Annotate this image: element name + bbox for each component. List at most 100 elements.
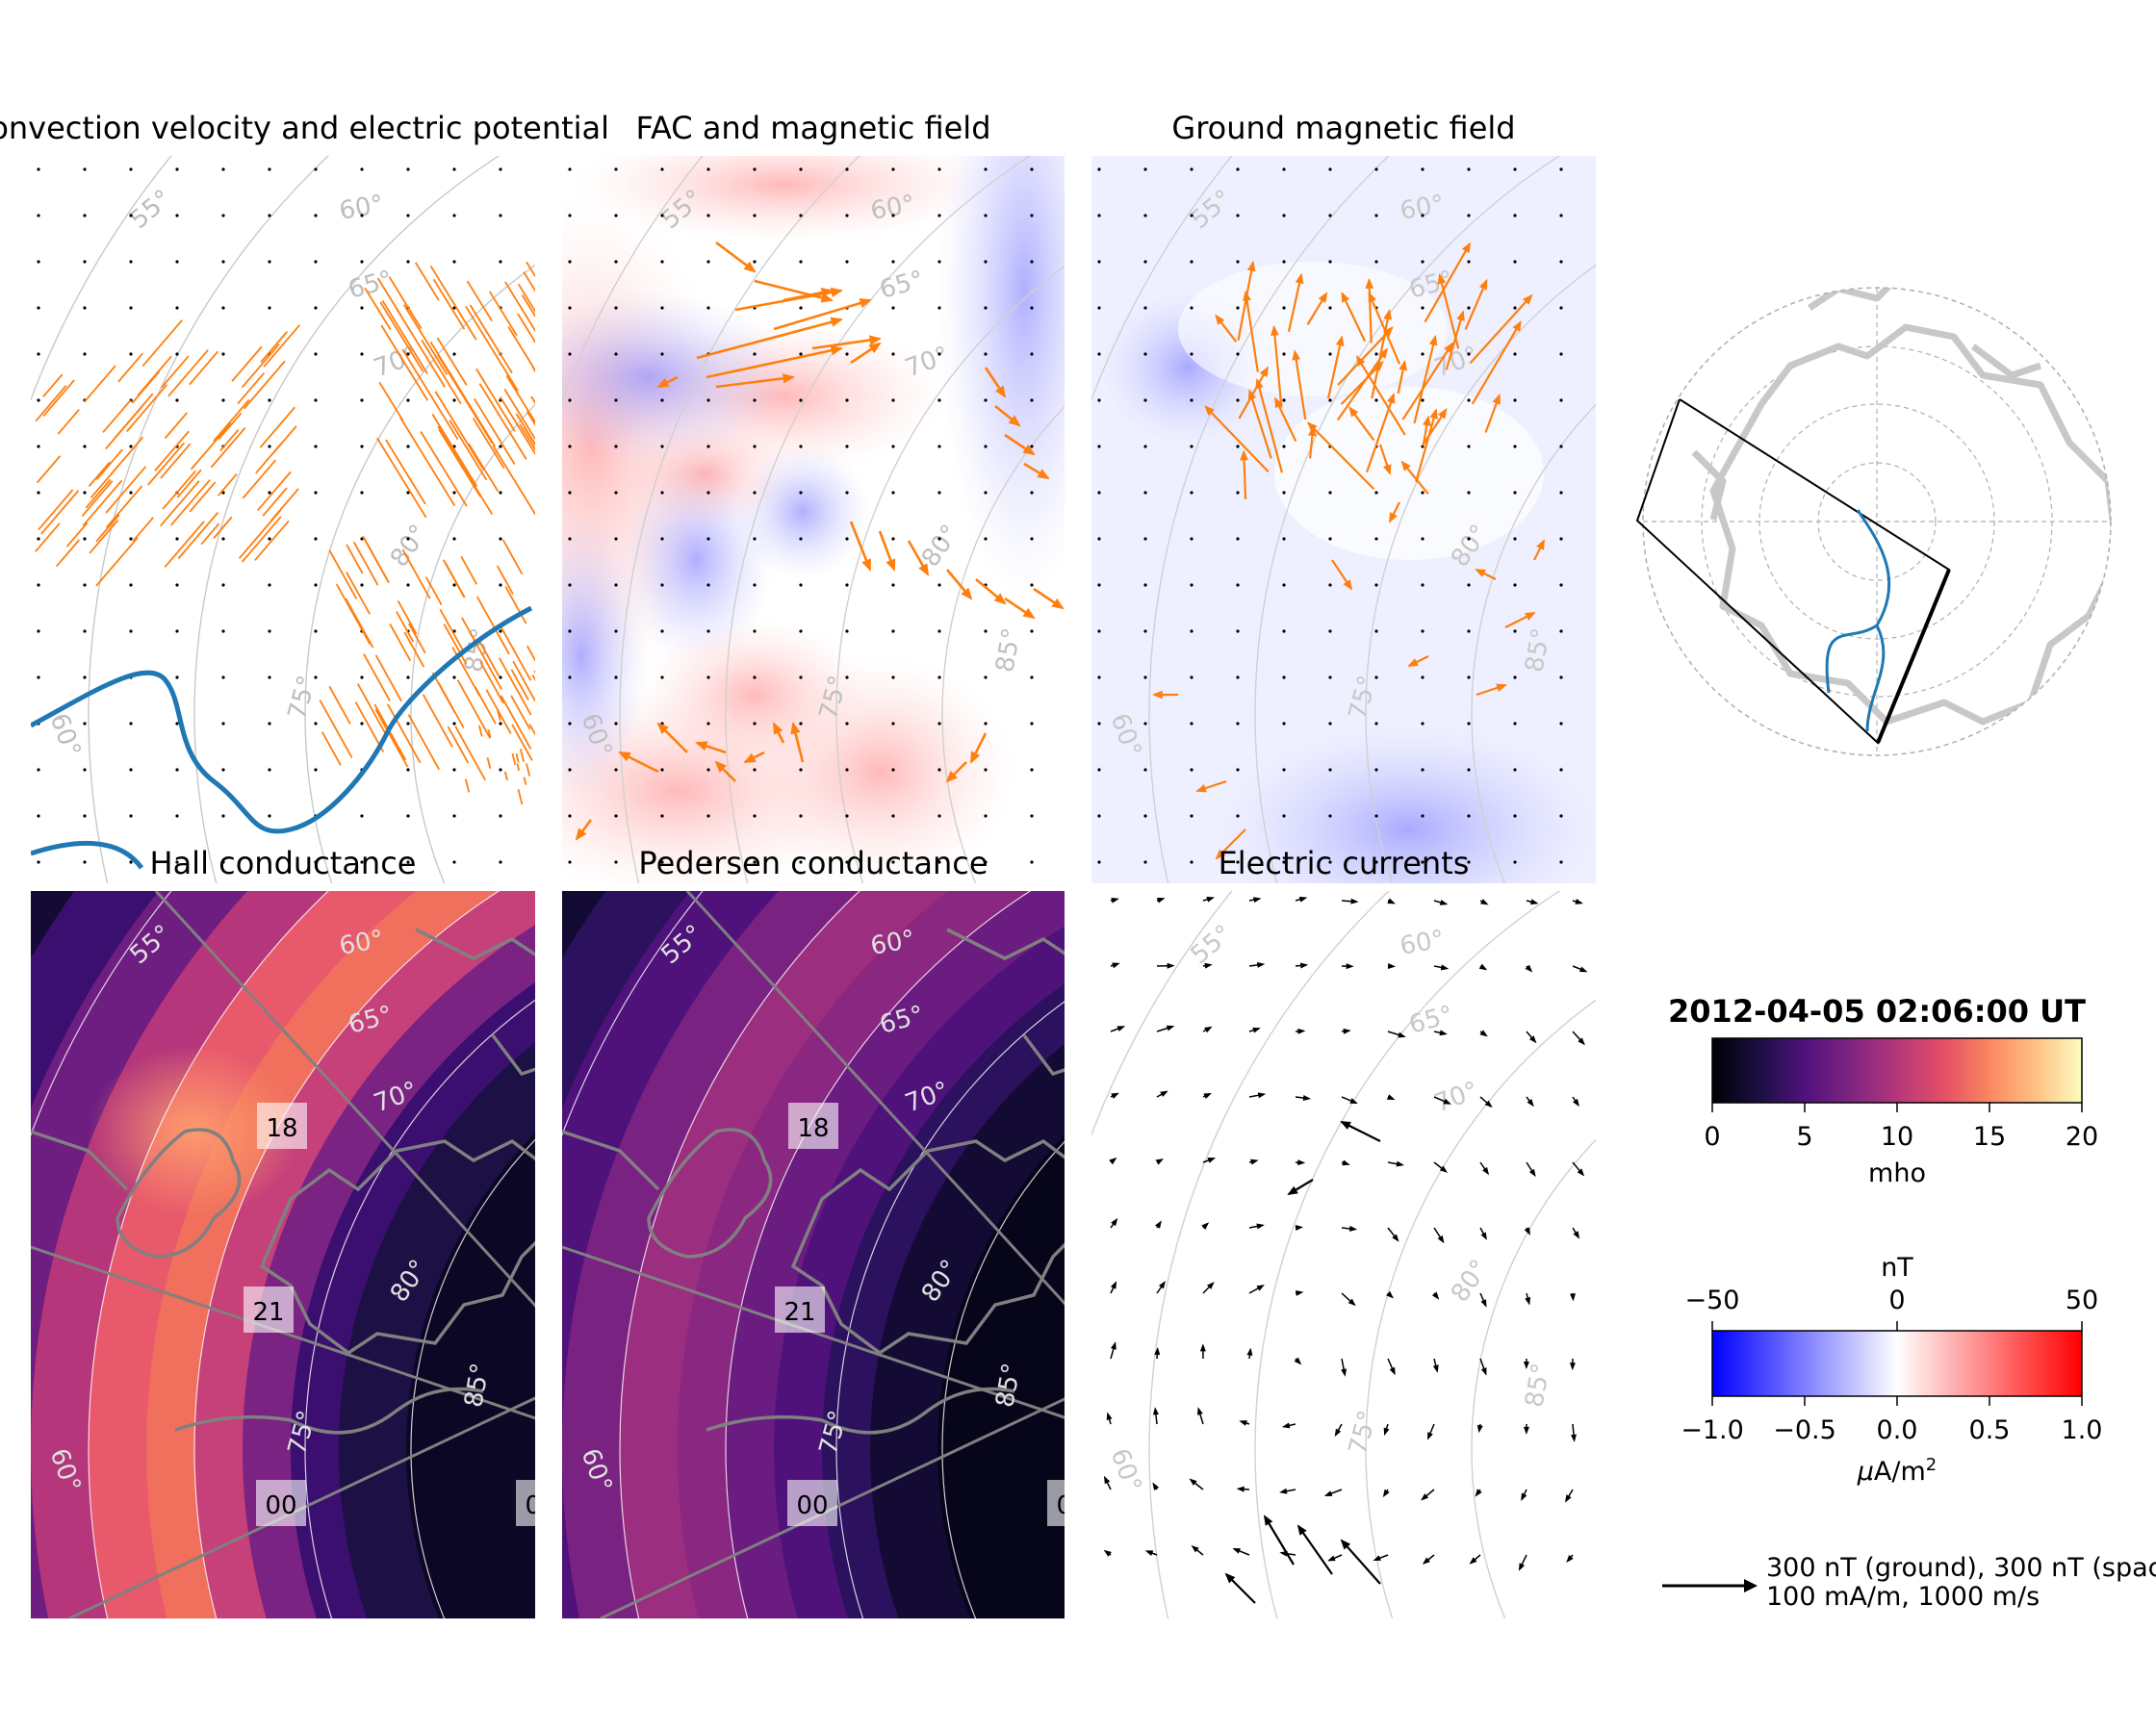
velocity-vector [496, 708, 501, 722]
colorbar-tick-label: 5 [1796, 1122, 1812, 1152]
velocity-vector [259, 406, 295, 448]
velocity-vector [466, 280, 493, 322]
grid-dot [614, 445, 618, 448]
grid-dot [175, 214, 179, 217]
grid-dot [1328, 398, 1332, 402]
grid-dot [614, 491, 618, 495]
grid-dot [406, 167, 410, 171]
grid-dot [452, 583, 456, 587]
velocity-vector [379, 301, 424, 372]
velocity-vector [319, 700, 353, 758]
current-vector-head [1432, 1364, 1439, 1373]
grid-dot [1513, 675, 1517, 679]
legend-arrow-head [1744, 1579, 1758, 1592]
grid-dot [1374, 722, 1378, 726]
conductance-contour [937, 1134, 1065, 1618]
current-vector-head [1111, 1217, 1118, 1227]
grid-dot [984, 398, 988, 402]
latitude-circle [304, 264, 535, 883]
velocity-vector [270, 488, 299, 522]
grid-dot [753, 537, 757, 541]
grid-dot [1143, 167, 1147, 171]
velocity-vector [40, 490, 80, 535]
current-vector-head [1389, 1366, 1396, 1376]
grid-dot [660, 583, 664, 587]
grid-dot [660, 167, 664, 171]
colorbar-bottom-tick-label: 0.0 [1877, 1415, 1918, 1445]
magnetic-vector-head [656, 722, 670, 735]
velocity-vector [398, 417, 456, 507]
velocity-vector [213, 516, 233, 540]
ground-field-vector-head [1461, 242, 1472, 254]
grid-dot [1467, 445, 1471, 448]
grid-dot [1559, 167, 1563, 171]
velocity-vector [465, 305, 519, 392]
grid-dot [1374, 537, 1378, 541]
grid-dot [221, 768, 225, 772]
meridian-line [154, 891, 535, 1308]
grid-dot [1097, 768, 1101, 772]
ground-field-vector [1256, 379, 1284, 473]
velocity-vector [517, 789, 524, 805]
current-vector-head [1152, 1482, 1160, 1490]
grid-dot [660, 445, 664, 448]
grid-dot [1328, 491, 1332, 495]
grid-dot [1374, 629, 1378, 633]
current-vector-head [1480, 899, 1489, 905]
grid-dot [845, 445, 849, 448]
velocity-vector [526, 763, 531, 777]
grid-dot [1236, 768, 1240, 772]
current-vector-head [1278, 1488, 1288, 1494]
latitude-circle [1365, 264, 1596, 883]
grid-dot [568, 445, 572, 448]
current-vector-head [1524, 1227, 1530, 1235]
ground-field-vector-head [1365, 277, 1374, 289]
current-vector-head [1167, 962, 1175, 969]
grid-dot [83, 814, 87, 818]
ground-field-vector-head [1456, 310, 1465, 321]
grid-dot [314, 583, 318, 587]
velocity-vector [388, 276, 423, 329]
current-vector-head [1256, 1285, 1265, 1291]
mlt-label-box [516, 1480, 535, 1526]
grid-dot [891, 306, 895, 310]
grid-dot [799, 722, 803, 726]
latitude-circle [1148, 156, 1391, 883]
timestamp: 2012-04-05 02:06:00 UT [1668, 993, 2086, 1030]
panel-convection: 55° 60°65°70°75°80°85°60° [31, 156, 535, 883]
velocity-vector [519, 749, 526, 762]
current-vector-head [1439, 1165, 1448, 1173]
grid-dot [83, 583, 87, 587]
current-vector-head [1112, 962, 1120, 969]
velocity-vector [486, 757, 492, 769]
grid-dot [1282, 491, 1286, 495]
mlt-label: 21 [783, 1298, 815, 1327]
velocity-vector [421, 339, 462, 405]
velocity-vector [437, 354, 494, 445]
grid-dot [1328, 629, 1332, 633]
ground-field-vector-head [1335, 335, 1345, 346]
grid-dot [1467, 814, 1471, 818]
grid-dot [1559, 814, 1563, 818]
current-vector-head [1160, 1090, 1168, 1098]
velocity-vector [176, 469, 202, 498]
current-vector-head [1527, 1099, 1534, 1108]
ground-field-vector-head [1383, 464, 1392, 475]
velocity-vector [85, 478, 112, 509]
grid-dot [1421, 167, 1424, 171]
velocity-vector [378, 381, 404, 421]
grid-dot [1421, 260, 1424, 264]
grid-dot [660, 814, 664, 818]
magnetic-vector [706, 346, 842, 379]
velocity-vector [231, 345, 263, 382]
current-vector-head [1256, 961, 1266, 968]
ground-field-vector-head [1522, 293, 1533, 305]
grid-dot [1030, 583, 1034, 587]
velocity-vector [345, 598, 374, 649]
grid-dot [614, 722, 618, 726]
velocity-vector [523, 426, 535, 447]
grid-dot [268, 583, 271, 587]
grid-dot [1513, 398, 1517, 402]
grid-dot [1236, 445, 1240, 448]
grid-dot [1236, 814, 1240, 818]
